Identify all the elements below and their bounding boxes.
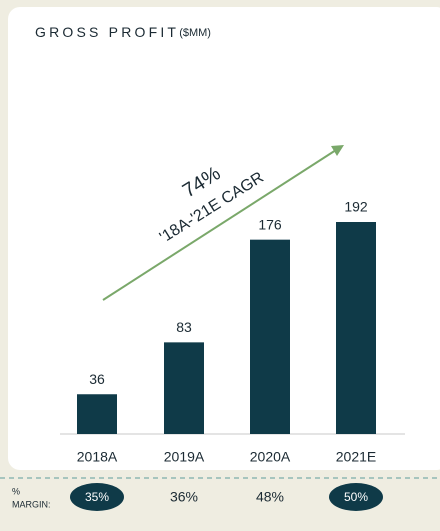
- x-tick-label: 2020A: [250, 449, 291, 465]
- value-label: 192: [344, 199, 368, 215]
- margin-value: 48%: [256, 489, 284, 505]
- value-label: 176: [258, 216, 282, 232]
- x-tick-label: 2018A: [77, 449, 118, 465]
- bar: [164, 342, 204, 434]
- title: GROSS PROFIT: [35, 24, 179, 40]
- subtitle: ($MM): [179, 27, 211, 39]
- value-label: 83: [176, 319, 192, 335]
- panel: [8, 7, 440, 470]
- chart-title: GROSS PROFIT($MM): [35, 24, 211, 40]
- cagr-arrowhead: [331, 145, 344, 156]
- bar: [250, 239, 290, 434]
- bar: [336, 222, 376, 434]
- x-tick-label: 2021E: [336, 449, 376, 465]
- margin-value: 50%: [344, 490, 368, 504]
- margin-label: MARGIN:: [12, 499, 51, 509]
- margin-highlight: [70, 483, 124, 511]
- margin-label: %: [12, 486, 20, 496]
- margin-highlight: [329, 483, 383, 511]
- cagr-arrow: [102, 149, 337, 301]
- margin-value: 36%: [170, 489, 198, 505]
- x-tick-label: 2019A: [164, 449, 205, 465]
- margin-value: 35%: [85, 490, 109, 504]
- value-label: 36: [89, 371, 105, 387]
- bar: [77, 394, 117, 434]
